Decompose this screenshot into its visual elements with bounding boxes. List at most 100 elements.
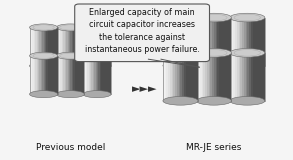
Polygon shape <box>170 53 172 101</box>
Polygon shape <box>110 28 111 66</box>
Polygon shape <box>191 53 193 101</box>
Polygon shape <box>60 56 62 94</box>
Polygon shape <box>59 56 60 94</box>
Polygon shape <box>202 53 203 101</box>
Polygon shape <box>48 56 49 94</box>
Polygon shape <box>93 28 94 66</box>
Polygon shape <box>223 18 224 66</box>
Polygon shape <box>230 18 231 66</box>
Polygon shape <box>34 28 35 66</box>
Polygon shape <box>263 18 265 66</box>
Polygon shape <box>253 18 254 66</box>
Polygon shape <box>84 56 86 94</box>
Polygon shape <box>231 53 233 101</box>
Polygon shape <box>63 28 65 66</box>
Polygon shape <box>239 18 240 66</box>
Polygon shape <box>237 18 239 66</box>
Polygon shape <box>83 56 84 94</box>
Polygon shape <box>195 18 196 66</box>
Polygon shape <box>62 56 63 94</box>
Polygon shape <box>196 18 198 66</box>
Polygon shape <box>52 56 53 94</box>
Ellipse shape <box>163 96 198 105</box>
Polygon shape <box>56 28 58 66</box>
Polygon shape <box>168 18 170 66</box>
Polygon shape <box>51 28 52 66</box>
Polygon shape <box>246 53 247 101</box>
Polygon shape <box>239 53 240 101</box>
Polygon shape <box>172 18 173 66</box>
Ellipse shape <box>83 52 111 59</box>
Polygon shape <box>209 18 210 66</box>
Polygon shape <box>179 53 180 101</box>
Polygon shape <box>108 56 110 94</box>
Polygon shape <box>74 28 76 66</box>
Polygon shape <box>63 56 65 94</box>
Ellipse shape <box>163 13 198 22</box>
Polygon shape <box>207 53 209 101</box>
Polygon shape <box>83 28 84 66</box>
Polygon shape <box>96 56 97 94</box>
Ellipse shape <box>230 61 265 70</box>
FancyBboxPatch shape <box>75 4 209 62</box>
Polygon shape <box>107 28 108 66</box>
Ellipse shape <box>163 61 198 70</box>
Polygon shape <box>263 53 265 101</box>
Polygon shape <box>216 53 217 101</box>
Polygon shape <box>233 18 235 66</box>
Polygon shape <box>166 53 168 101</box>
Polygon shape <box>34 56 35 94</box>
Polygon shape <box>179 18 180 66</box>
Polygon shape <box>90 56 91 94</box>
Polygon shape <box>202 18 203 66</box>
Polygon shape <box>242 53 244 101</box>
Polygon shape <box>196 18 198 66</box>
Polygon shape <box>230 53 231 101</box>
Polygon shape <box>32 28 34 66</box>
Polygon shape <box>86 56 87 94</box>
Polygon shape <box>205 18 207 66</box>
Polygon shape <box>242 18 244 66</box>
Text: Enlarged capacity of main
circuit capacitor increases
the tolerance against
inst: Enlarged capacity of main circuit capaci… <box>85 8 200 54</box>
Polygon shape <box>104 56 105 94</box>
Polygon shape <box>193 53 195 101</box>
Polygon shape <box>256 53 258 101</box>
Polygon shape <box>166 18 168 66</box>
Polygon shape <box>100 28 101 66</box>
Polygon shape <box>51 56 52 94</box>
Ellipse shape <box>30 24 58 31</box>
Polygon shape <box>260 18 261 66</box>
Polygon shape <box>196 53 198 101</box>
Polygon shape <box>186 53 188 101</box>
Polygon shape <box>203 18 205 66</box>
Polygon shape <box>228 18 230 66</box>
Polygon shape <box>214 18 216 66</box>
Polygon shape <box>58 28 59 66</box>
Polygon shape <box>98 28 100 66</box>
Polygon shape <box>65 56 66 94</box>
Polygon shape <box>44 56 45 94</box>
Polygon shape <box>88 56 90 94</box>
Polygon shape <box>72 28 73 66</box>
Polygon shape <box>173 53 175 101</box>
Polygon shape <box>49 56 51 94</box>
Polygon shape <box>77 28 79 66</box>
Polygon shape <box>38 56 39 94</box>
Polygon shape <box>244 18 246 66</box>
Polygon shape <box>240 53 242 101</box>
Polygon shape <box>83 56 84 94</box>
Polygon shape <box>195 53 196 101</box>
Polygon shape <box>209 53 210 101</box>
Polygon shape <box>30 28 31 66</box>
Polygon shape <box>173 18 175 66</box>
Polygon shape <box>76 56 77 94</box>
Polygon shape <box>91 56 93 94</box>
Text: ►►►: ►►► <box>132 84 158 94</box>
Polygon shape <box>246 18 247 66</box>
Polygon shape <box>39 28 41 66</box>
Polygon shape <box>214 53 216 101</box>
Polygon shape <box>88 28 90 66</box>
Polygon shape <box>30 56 31 94</box>
Polygon shape <box>235 53 237 101</box>
Polygon shape <box>94 56 96 94</box>
